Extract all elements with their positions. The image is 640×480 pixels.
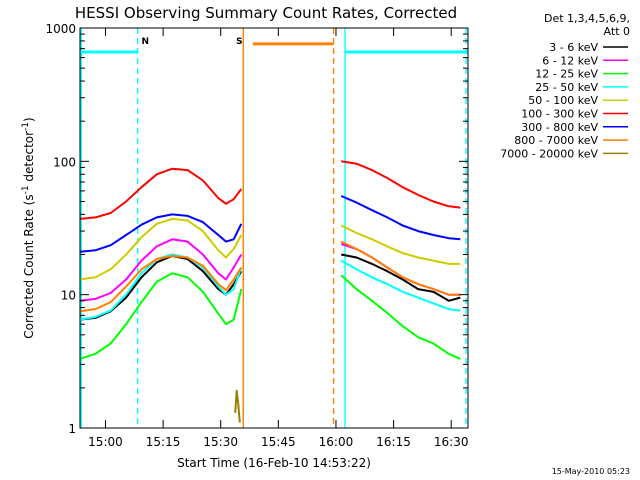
y-axis-label-part: detector — [22, 131, 36, 186]
legend-label: 7000 - 20000 keV — [500, 147, 598, 160]
plot-frame — [79, 27, 469, 429]
x-tick-label: 15:30 — [203, 435, 238, 449]
y-axis-label-superscript: -1 — [21, 185, 31, 194]
flag-label: N — [142, 37, 150, 47]
legend-label: 3 - 6 keV — [549, 41, 598, 54]
legend-label: 50 - 100 keV — [528, 94, 598, 107]
series-line — [79, 160, 461, 220]
legend-label: 800 - 7000 keV — [514, 134, 598, 147]
x-tick-label: 15:00 — [88, 435, 123, 449]
x-axis-label: Start Time (16-Feb-10 14:53:22) — [177, 456, 371, 470]
series-line — [79, 195, 461, 253]
legend-label: 12 - 25 keV — [535, 68, 598, 81]
chart-title: HESSI Observing Summary Count Rates, Cor… — [75, 4, 457, 22]
x-tick-label: 15:45 — [261, 435, 296, 449]
y-axis: 1 10 100 1000 — [45, 22, 468, 436]
y-tick-label: 100 — [53, 155, 76, 169]
x-tick-label: 16:15 — [376, 435, 411, 449]
x-tick-label: 15:15 — [146, 435, 181, 449]
y-tick-label: 1 — [68, 422, 76, 436]
series-line — [79, 217, 461, 281]
x-tick-label: 16:30 — [434, 435, 469, 449]
legend-label: 6 - 12 keV — [542, 54, 598, 67]
legend-label: 300 - 800 keV — [521, 121, 598, 134]
footer-date: 15-May-2010 05:23 — [552, 467, 630, 476]
y-axis-label-superscript: -1 — [21, 122, 31, 131]
y-tick-label: 10 — [61, 289, 76, 303]
flag-label: S — [236, 37, 242, 47]
series-line — [79, 240, 461, 313]
legend-label: 25 - 50 keV — [535, 81, 598, 94]
x-tick-label: 16:00 — [319, 435, 354, 449]
y-axis-label-part: ) — [22, 117, 36, 122]
y-axis-label-part: Corrected Count Rate (s — [22, 194, 36, 338]
y-tick-label: 1000 — [45, 22, 76, 36]
series-line — [79, 253, 461, 321]
legend-header: Att 0 — [604, 25, 630, 38]
series-line — [234, 389, 241, 423]
y-axis-label: Corrected Count Rate (s-1 detector-1) — [21, 117, 36, 338]
x-axis: 15:00 15:15 15:30 15:45 16:00 16:15 16:30 — [88, 28, 469, 449]
series-line — [79, 272, 461, 360]
legend-header: Det 1,3,4,5,6,9, — [544, 12, 630, 25]
legend-label: 100 - 300 keV — [521, 108, 598, 121]
